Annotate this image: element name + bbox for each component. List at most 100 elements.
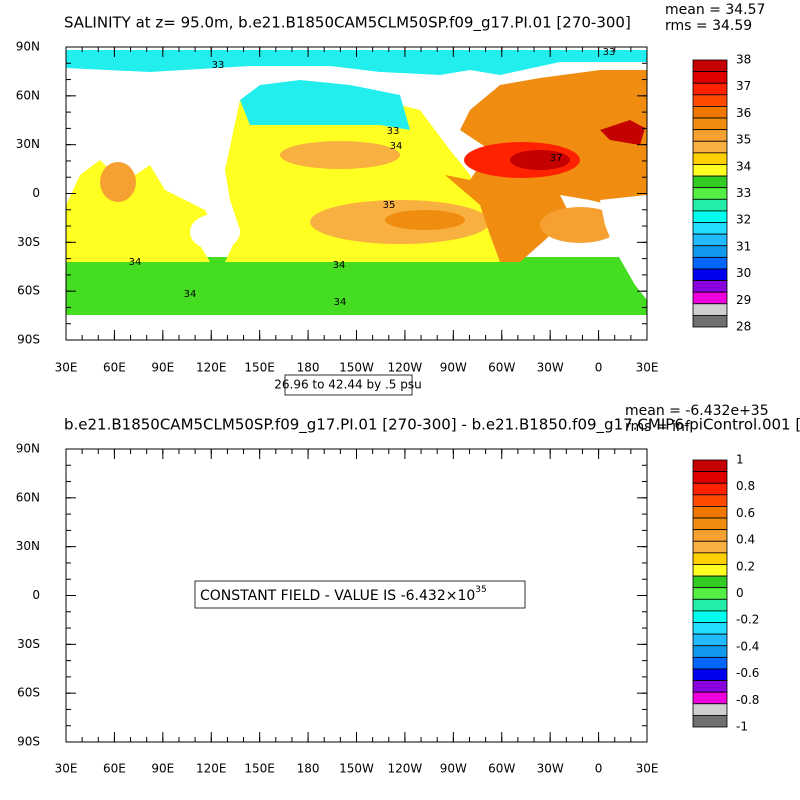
colorbar-box — [692, 517, 728, 531]
lat-label: 60S — [17, 284, 40, 298]
stat: rms = 34.59 — [665, 18, 752, 34]
colorbar-box — [692, 106, 728, 119]
colorbar-box — [692, 506, 728, 519]
lon-label: 60E — [103, 762, 126, 776]
stat: rms = inf — [625, 419, 691, 435]
colorbar-box — [692, 314, 728, 328]
colorbar-label: 33 — [736, 186, 751, 200]
contour-label: 34 — [129, 257, 142, 268]
lat-label: 90S — [17, 333, 40, 347]
lon-label: 60W — [488, 361, 515, 375]
lat-label: 30N — [16, 137, 40, 151]
colorbar-label: 35 — [736, 133, 751, 147]
colorbar-box — [692, 71, 728, 84]
salinity-map — [66, 50, 647, 315]
colorbar-box — [692, 94, 728, 107]
lat-label: 0 — [32, 186, 40, 200]
colorbar-box — [692, 680, 728, 693]
lon-label: 0 — [595, 361, 603, 375]
lon-label: 30E — [636, 762, 659, 776]
lat-label: 60S — [17, 686, 40, 700]
info-text: 26.96 to 42.44 by .5 psu — [274, 378, 421, 392]
contour-label: 34 — [390, 141, 403, 152]
lon-label: 30E — [55, 762, 78, 776]
colorbar-box — [692, 280, 728, 293]
colorbar-box — [692, 82, 728, 96]
panel-title: b.e21.B1850CAM5CLM50SP.f09_g17.PI.01 [27… — [64, 416, 800, 435]
colorbar-label: 0 — [736, 586, 744, 600]
colorbar-box — [692, 59, 728, 73]
contour-label: 34 — [333, 260, 346, 271]
constant-text: CONSTANT FIELD - VALUE IS -6.432×1035 — [200, 585, 487, 605]
lon-label: 90E — [151, 762, 174, 776]
colorbar-box — [692, 245, 728, 258]
colorbar-box — [692, 529, 728, 542]
colorbar-box — [692, 598, 728, 612]
colorbar-box — [692, 210, 728, 223]
colorbar-box — [692, 610, 728, 623]
colorbar-box — [692, 540, 728, 554]
lon-label: 30W — [537, 762, 564, 776]
colorbar-label: -0.2 — [736, 613, 759, 627]
colorbar-label: -0.6 — [736, 666, 759, 680]
lon-label: 90W — [440, 762, 467, 776]
colorbar-box — [692, 303, 728, 316]
lat-label: 60N — [16, 490, 40, 504]
colorbar-label: -0.8 — [736, 693, 759, 707]
colorbar-label: 34 — [736, 159, 751, 173]
lon-label: 120E — [196, 361, 227, 375]
stat: mean = -6.432e+35 — [625, 403, 769, 419]
colorbar-label: 36 — [736, 106, 751, 120]
colorbar-box — [692, 668, 728, 681]
lon-label: 90W — [440, 361, 467, 375]
constant-value: CONSTANT FIELD - VALUE IS -6.432×10 — [200, 588, 475, 604]
colorbar-box — [692, 703, 728, 716]
colorbar-box — [692, 622, 728, 635]
colorbar-box — [692, 564, 728, 577]
colorbar-label: 0.4 — [736, 533, 755, 547]
lat-label: 30S — [17, 235, 40, 249]
contour-label: 34 — [334, 297, 347, 308]
lat-label: 30S — [17, 637, 40, 651]
colorbar-label: -0.4 — [736, 639, 759, 653]
colorbar-box — [692, 233, 728, 247]
lat-label: 90N — [16, 442, 40, 456]
colorbar-box — [692, 552, 728, 565]
colorbar-label: 29 — [736, 293, 751, 307]
lon-label: 120E — [196, 762, 227, 776]
contour-label: 34 — [184, 289, 197, 300]
colorbar-box — [692, 575, 728, 589]
lon-label: 180 — [297, 762, 320, 776]
contour-label: 35 — [383, 200, 396, 211]
constant-exponent: 35 — [475, 585, 486, 595]
lat-label: 90S — [17, 735, 40, 749]
colorbar-box — [692, 268, 728, 281]
colorbar-box — [692, 494, 728, 507]
colorbar-box — [692, 691, 728, 705]
constant-box — [194, 580, 526, 609]
lon-label: 90E — [151, 361, 174, 375]
colorbar-box — [692, 633, 728, 647]
colorbar-box — [692, 117, 728, 131]
contour-label: 37 — [550, 153, 563, 164]
colorbar-label: 30 — [736, 266, 751, 280]
lon-label: 0 — [595, 762, 603, 776]
lon-label: 60E — [103, 361, 126, 375]
lon-label: 150W — [339, 361, 374, 375]
colorbar-label: 38 — [736, 53, 751, 67]
panel-title: SALINITY at z= 95.0m, b.e21.B1850CAM5CLM… — [64, 14, 631, 33]
lon-label: 180 — [297, 361, 320, 375]
lon-label: 150E — [244, 762, 275, 776]
lon-label: 150E — [244, 361, 275, 375]
colorbar-label: 31 — [736, 239, 751, 253]
contour-label: 33 — [387, 126, 400, 137]
lon-label: 120W — [388, 361, 423, 375]
colorbar-box — [692, 482, 728, 496]
colorbar-box — [692, 152, 728, 165]
colorbar-label: 0.6 — [736, 506, 755, 520]
lon-label: 30E — [636, 361, 659, 375]
lon-label: 60W — [488, 762, 515, 776]
lon-label: 120W — [388, 762, 423, 776]
colorbar-box — [692, 129, 728, 142]
colorbar-box — [692, 198, 728, 212]
